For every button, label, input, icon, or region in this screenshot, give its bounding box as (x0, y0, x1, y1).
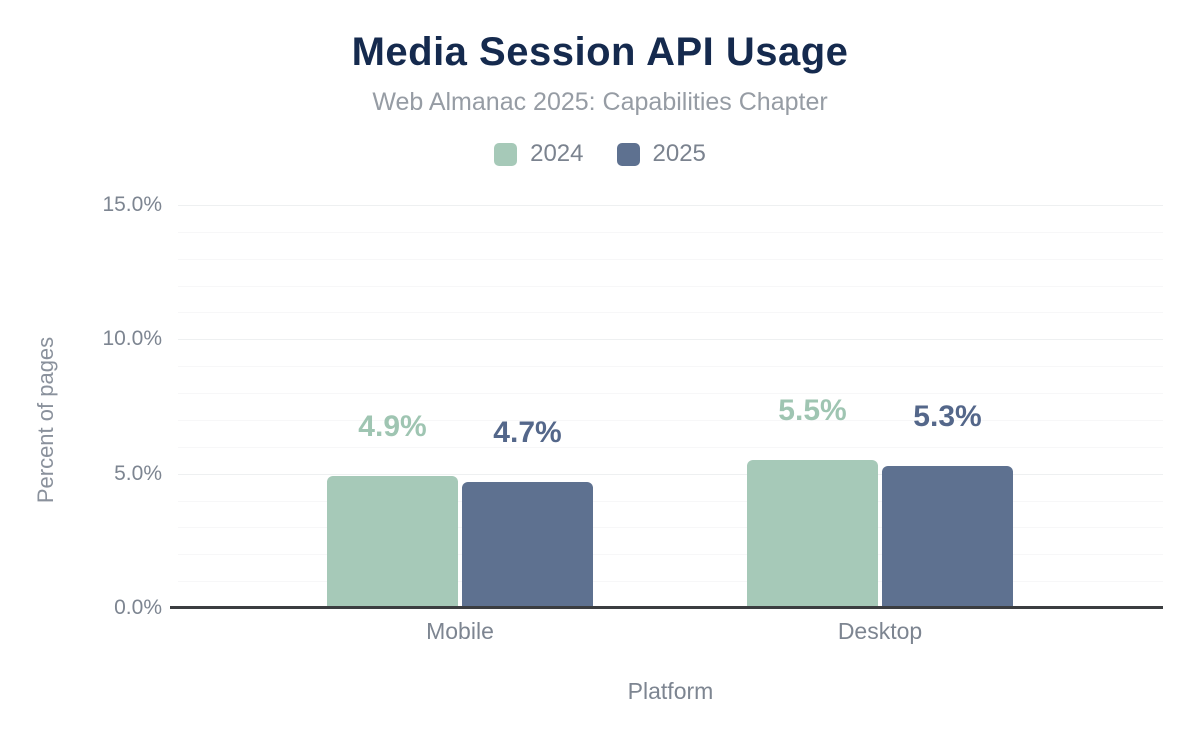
y-tick-label: 0.0% (114, 596, 162, 619)
minor-gridline (178, 285, 1163, 287)
chart-title: Media Session API Usage (351, 30, 849, 74)
bar-desktop-2025 (882, 465, 1013, 608)
x-axis-title: Platform (627, 678, 714, 704)
x-tick-label-mobile: Mobile (426, 618, 494, 644)
legend-item-2025[interactable]: 2025 (616, 140, 706, 168)
minor-gridline (178, 554, 1163, 556)
legend-label-2025: 2025 (652, 140, 706, 167)
legend: 2024 2025 (0, 140, 1200, 168)
minor-gridline (178, 366, 1163, 368)
bar-desktop-2024 (747, 460, 878, 608)
minor-gridline (178, 231, 1163, 233)
legend-swatch-2024 (494, 142, 518, 166)
major-gridline (178, 205, 1163, 206)
legend-item-2024[interactable]: 2024 (494, 140, 584, 168)
bar-value-label-mobile-2024: 4.9% (358, 410, 427, 444)
bar-mobile-2025 (462, 481, 593, 608)
major-gridline (178, 473, 1163, 475)
y-tick-label: 15.0% (102, 193, 162, 216)
major-gridline (178, 339, 1163, 341)
x-tick-label-desktop: Desktop (837, 618, 923, 644)
minor-gridline (178, 258, 1163, 260)
legend-swatch-2025 (616, 142, 640, 166)
minor-gridline (178, 446, 1163, 448)
y-tick-label: 10.0% (102, 327, 162, 351)
minor-gridline (178, 419, 1163, 421)
bar-mobile-2024 (327, 476, 458, 608)
minor-gridline (178, 581, 1163, 583)
bar-value-label-desktop-2025: 5.3% (913, 399, 982, 433)
bar-value-label-mobile-2025: 4.7% (493, 415, 562, 449)
minor-gridline (178, 312, 1163, 314)
minor-gridline (178, 500, 1163, 502)
legend-label-2024: 2024 (530, 140, 584, 167)
minor-gridline (178, 527, 1163, 529)
minor-gridline (178, 393, 1163, 395)
plot-area: 4.9% 4.7% 5.5% 5.3% (178, 205, 1163, 608)
bar-value-label-desktop-2024: 5.5% (778, 394, 847, 428)
chart-subtitle: Web Almanac 2025: Capabilities Chapter (372, 88, 828, 116)
y-tick-label: 5.0% (114, 461, 162, 485)
x-axis-line (170, 606, 1163, 609)
